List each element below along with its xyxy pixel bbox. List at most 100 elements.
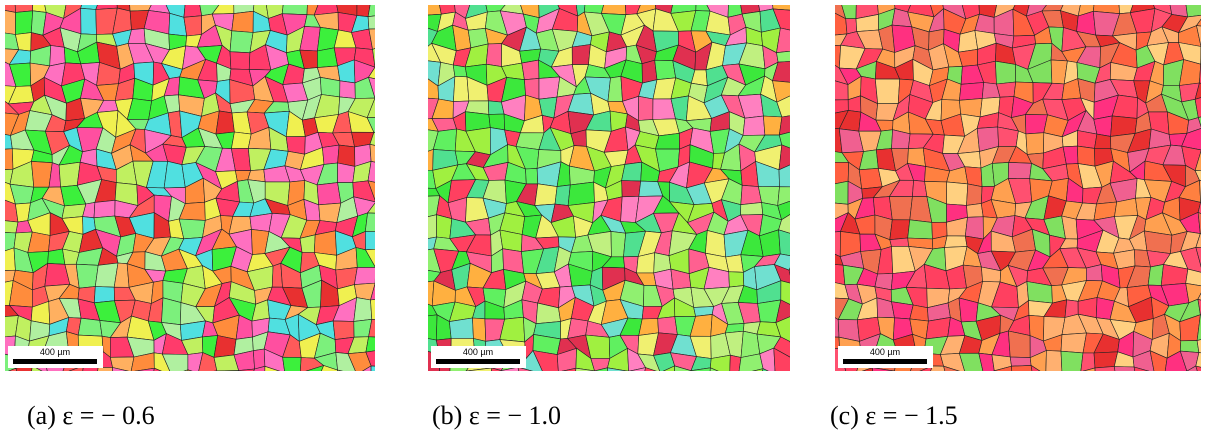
grain-map: 400 µm	[414, 0, 815, 393]
grain	[369, 319, 392, 338]
grains	[821, 0, 1205, 393]
grain	[33, 0, 47, 12]
grain	[81, 8, 97, 34]
grain	[1010, 357, 1031, 366]
grain	[910, 305, 929, 321]
grain	[890, 238, 909, 247]
grain	[982, 371, 995, 387]
grain	[466, 368, 492, 388]
grain	[729, 375, 744, 389]
grain	[642, 60, 657, 83]
grain	[830, 264, 845, 285]
grain	[354, 298, 372, 322]
grain	[473, 318, 486, 341]
grain	[572, 45, 590, 65]
grain	[198, 371, 217, 386]
grain	[821, 373, 846, 388]
grain	[1026, 133, 1044, 155]
grain	[1095, 367, 1117, 388]
grain	[370, 144, 393, 164]
caption: (a) ε = − 0.6	[27, 401, 155, 430]
grain	[691, 368, 710, 391]
grain	[796, 113, 813, 130]
grain	[179, 219, 205, 239]
grain	[1201, 47, 1205, 65]
grain	[793, 31, 814, 51]
grain	[282, 0, 308, 15]
grain	[47, 374, 69, 391]
grain	[188, 370, 203, 391]
grain	[777, 51, 797, 63]
grain	[250, 213, 272, 231]
caption: (b) ε = − 1.0	[432, 401, 561, 430]
grain	[78, 318, 102, 336]
grain	[926, 317, 950, 339]
grain	[791, 48, 814, 66]
grain	[628, 368, 646, 389]
grain	[414, 0, 441, 16]
grain	[794, 0, 815, 11]
grain	[417, 281, 434, 306]
grain	[796, 148, 814, 170]
grain	[967, 204, 984, 218]
grain	[232, 11, 254, 32]
grain	[414, 14, 441, 31]
scale-bar-label: 400 µm	[463, 347, 493, 357]
grain	[320, 77, 340, 97]
grain	[50, 46, 66, 66]
grain	[796, 128, 813, 151]
grain	[543, 372, 558, 389]
grain	[794, 83, 815, 96]
grain	[789, 255, 811, 271]
grain	[568, 182, 594, 205]
grain	[437, 215, 452, 239]
grain	[1045, 375, 1064, 391]
grain	[872, 368, 894, 392]
grain	[1114, 367, 1138, 389]
grain	[131, 368, 154, 392]
grain	[773, 374, 795, 387]
grain	[790, 314, 810, 341]
grain	[622, 181, 641, 197]
grain	[958, 31, 977, 53]
grain	[796, 235, 815, 257]
grain	[826, 181, 848, 204]
grain	[1145, 373, 1165, 392]
grain	[0, 368, 19, 389]
grain	[1061, 333, 1087, 353]
grain	[584, 0, 604, 13]
grain	[608, 76, 623, 101]
grain	[415, 59, 441, 86]
grain	[239, 369, 255, 388]
grain	[415, 196, 440, 218]
grain	[340, 81, 356, 99]
grain	[890, 371, 917, 388]
grain	[829, 45, 841, 68]
grain	[1148, 264, 1163, 285]
grain	[779, 115, 796, 135]
grain	[1094, 352, 1118, 368]
grain	[0, 248, 15, 271]
grain	[489, 368, 506, 389]
grain	[789, 267, 809, 284]
grain	[230, 31, 253, 53]
grain	[230, 52, 250, 70]
grain	[601, 0, 626, 15]
grain	[1201, 128, 1205, 150]
grain	[214, 336, 236, 358]
grain	[1111, 116, 1137, 136]
grains	[0, 0, 393, 392]
grain	[0, 9, 16, 35]
grain	[793, 9, 811, 31]
grain	[338, 163, 355, 183]
grain	[535, 184, 557, 206]
grain	[793, 372, 810, 385]
grain	[793, 349, 811, 374]
grain	[741, 203, 763, 215]
grain	[216, 111, 235, 134]
grain	[796, 187, 816, 203]
grain	[539, 77, 560, 99]
grain	[184, 16, 202, 36]
grain	[522, 60, 539, 80]
grain	[486, 44, 501, 67]
